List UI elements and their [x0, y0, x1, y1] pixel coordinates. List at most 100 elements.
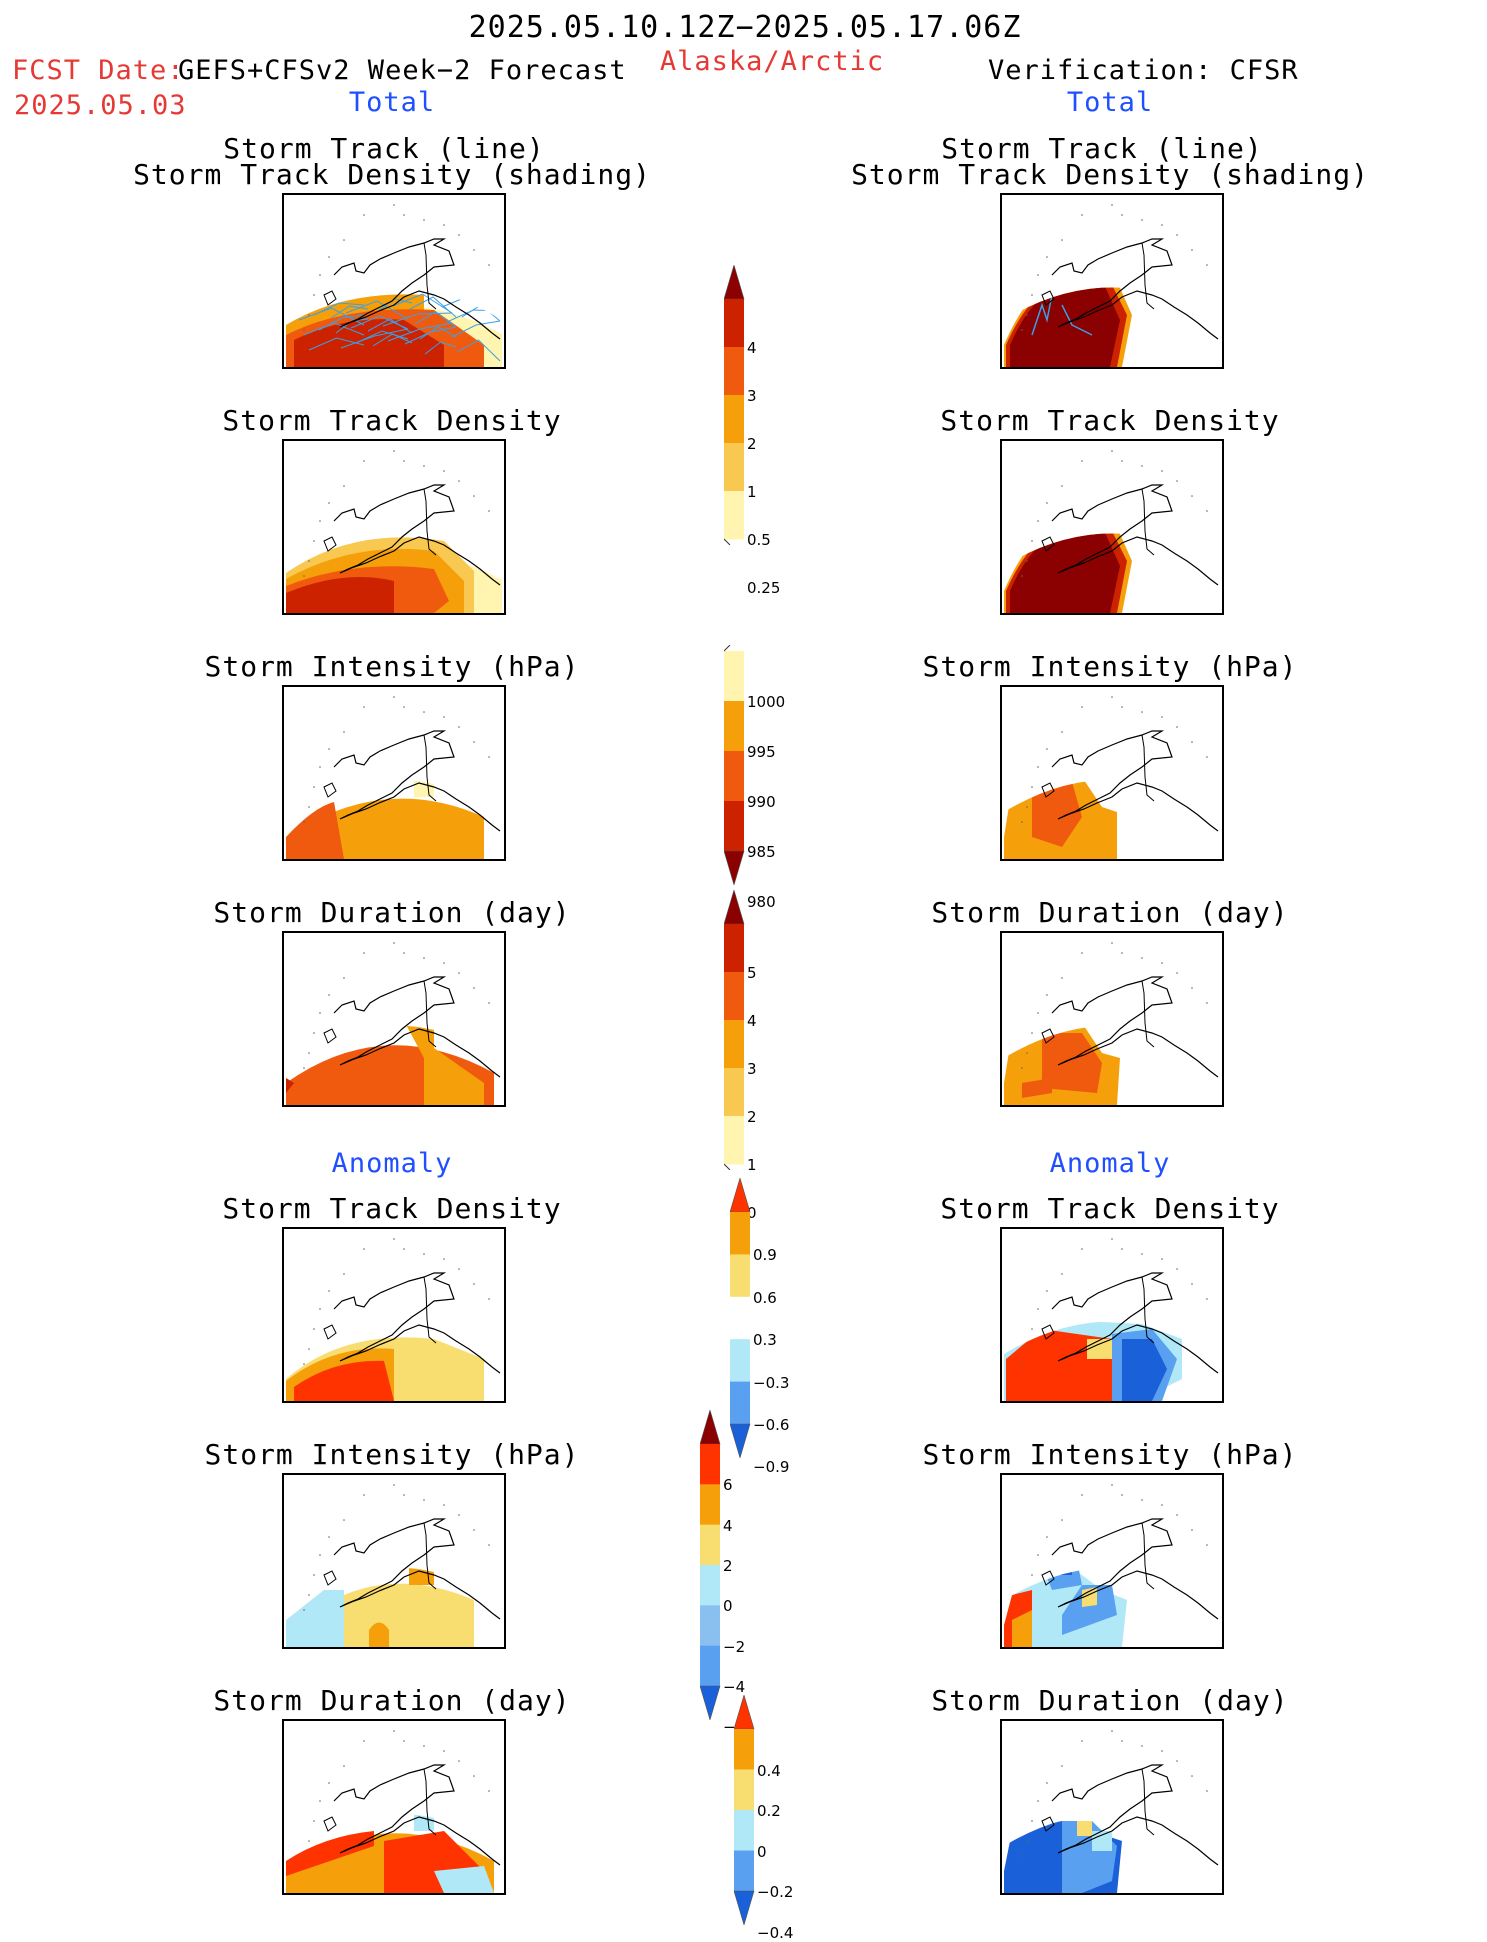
border-line	[1141, 488, 1155, 556]
colorbar-segment	[734, 1729, 754, 1770]
graticule-dot	[403, 1248, 405, 1250]
colorbar-tick-label: 0.4	[757, 1761, 781, 1780]
colorbar-tick-label: 4	[747, 339, 757, 357]
shaded-region	[294, 1360, 394, 1401]
left-panel-6-title: Storm Intensity (hPa)	[204, 1438, 580, 1471]
graticule-dot	[1191, 1283, 1193, 1285]
storm-track-line	[414, 311, 457, 328]
coastline	[1051, 238, 1219, 340]
map-canvas	[1004, 942, 1219, 1105]
left-panel-1-title2: Storm Track Density (shading)	[133, 158, 651, 191]
colorbar-tick-label: 0	[757, 1842, 767, 1861]
graticule-dot	[473, 741, 475, 743]
map-canvas	[1004, 450, 1219, 613]
border-line	[1141, 242, 1155, 310]
graticule-dot	[488, 1544, 490, 1546]
graticule-dot	[1111, 1730, 1113, 1732]
island-outline	[323, 536, 337, 552]
graticule-dot	[1176, 1514, 1178, 1516]
graticule-dot	[1046, 994, 1048, 996]
coastline	[333, 238, 501, 340]
graticule-dot	[1206, 1298, 1208, 1300]
graticule-dot	[423, 711, 425, 713]
graticule-dot	[303, 1855, 305, 1857]
storm-track-line	[387, 322, 453, 342]
storm-track-line	[345, 300, 409, 320]
colorbar-segment	[724, 1116, 744, 1165]
graticule-dot	[488, 510, 490, 512]
graticule-dot	[1176, 1760, 1178, 1762]
graticule-dot	[1206, 1002, 1208, 1004]
graticule-dot	[313, 1574, 315, 1576]
graticule-dot	[1206, 756, 1208, 758]
graticule-dot	[1061, 1273, 1063, 1275]
graticule-dot	[1111, 1238, 1113, 1240]
storm-track-line	[451, 320, 501, 338]
colorbar-segment	[734, 1810, 754, 1851]
island-outline	[323, 290, 337, 306]
shading-layer	[286, 1337, 484, 1401]
colorbar-segment	[724, 801, 744, 852]
graticule-dot	[488, 756, 490, 758]
colorbar-tick-label: 0.2	[757, 1802, 781, 1820]
shaded-region	[286, 1590, 344, 1647]
graticule-dot	[303, 1609, 305, 1611]
colorbar-segment	[724, 701, 744, 752]
graticule-dot	[363, 214, 365, 216]
right-intensity-map	[1000, 685, 1224, 861]
graticule-dot	[1121, 1248, 1123, 1250]
graticule-dot	[343, 977, 345, 979]
shading-layer	[1004, 533, 1132, 613]
graticule-dot	[1026, 1348, 1028, 1350]
graticule-dot	[458, 1268, 460, 1270]
shaded-region	[414, 1813, 434, 1831]
graticule-dot	[393, 1238, 395, 1240]
right-density-map	[1000, 439, 1224, 615]
coastline	[333, 730, 501, 832]
graticule-dot	[1141, 1499, 1143, 1501]
date-range-title: 2025.05.10.12Z−2025.05.17.06Z	[468, 10, 1022, 45]
graticule-dot	[319, 520, 321, 522]
shading-layer	[1004, 779, 1117, 859]
colorbar-arrow	[724, 890, 745, 925]
graticule-dot	[1081, 1740, 1083, 1742]
graticule-dot	[343, 731, 345, 733]
storm-track-line	[392, 293, 453, 314]
graticule-dot	[1026, 560, 1028, 562]
right-duration-map	[1000, 931, 1224, 1107]
graticule-dot	[313, 1820, 315, 1822]
graticule-dot	[1176, 480, 1178, 482]
shaded-region	[1032, 782, 1082, 847]
right-track-map	[1000, 193, 1224, 369]
colorbar-tick-label: 0	[723, 1597, 733, 1616]
storm-track-line	[456, 339, 501, 362]
graticule-dot	[1021, 1067, 1023, 1069]
graticule-dot	[1206, 1790, 1208, 1792]
graticule-dot	[319, 766, 321, 768]
border-line	[1141, 980, 1155, 1048]
colorbar-segment	[734, 1850, 754, 1892]
shading-layer	[286, 1025, 494, 1105]
graticule-dot	[443, 1504, 445, 1506]
border-line	[1141, 1768, 1155, 1836]
right-anomaly-intensity-map	[1000, 1473, 1224, 1649]
shaded-region	[344, 1583, 474, 1647]
colorbar-arrow	[734, 1890, 755, 1925]
graticule-dot	[1021, 575, 1023, 577]
graticule-dot	[1161, 1504, 1163, 1506]
colorbar-tail	[724, 1163, 731, 1170]
storm-track-line	[354, 215, 366, 275]
map-canvas	[286, 1730, 501, 1893]
colorbar-svg	[700, 1410, 721, 1720]
graticule-dot	[1191, 495, 1193, 497]
shaded-region	[324, 501, 374, 523]
colorbar-svg	[724, 265, 745, 545]
shaded-region	[1092, 1831, 1112, 1851]
island-outline	[1041, 536, 1055, 552]
colorbar-segment	[724, 1020, 744, 1069]
shaded-region	[409, 1567, 434, 1585]
coastline	[1051, 976, 1219, 1078]
colorbar-segment	[724, 924, 744, 973]
colorbar-svg	[724, 890, 745, 1170]
left-panel-2-title: Storm Track Density	[222, 404, 562, 437]
